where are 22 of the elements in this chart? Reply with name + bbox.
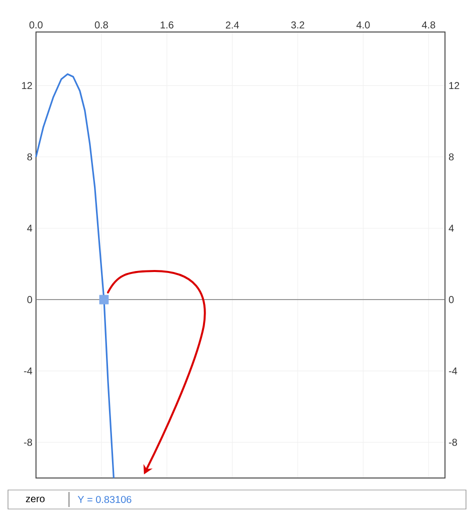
y2-tick-label: 12 bbox=[449, 82, 460, 90]
y-tick-label: -8 bbox=[24, 438, 32, 446]
x-tick-label: 4.8 bbox=[422, 21, 436, 28]
y2-tick-label: 8 bbox=[448, 153, 454, 160]
x-tick-label: 1.6 bbox=[160, 21, 174, 28]
x-tick-label: 2.4 bbox=[226, 21, 239, 28]
y-tick-label: 8 bbox=[27, 153, 32, 160]
line-series bbox=[35, 73, 115, 479]
y2-tick-label: 4 bbox=[448, 224, 454, 232]
y2-tick-label: -8 bbox=[448, 438, 457, 446]
y2-tick-label: -4 bbox=[448, 368, 458, 374]
y-tick-label: -4 bbox=[24, 368, 32, 374]
y2-tick-label: 0 bbox=[448, 296, 454, 304]
x-tick-label: 3.2 bbox=[291, 21, 304, 28]
y-tick-label: 4 bbox=[27, 224, 32, 232]
y-tick-label: 0 bbox=[27, 296, 32, 304]
x-tick-label: 4.0 bbox=[356, 21, 370, 28]
x-tick-label: 0.0 bbox=[29, 21, 43, 28]
text: Y = 0.83106 bbox=[78, 496, 132, 504]
y-tick-label: 12 bbox=[22, 82, 32, 90]
text: zero bbox=[26, 496, 45, 502]
x-tick-label: 0.8 bbox=[94, 21, 108, 28]
